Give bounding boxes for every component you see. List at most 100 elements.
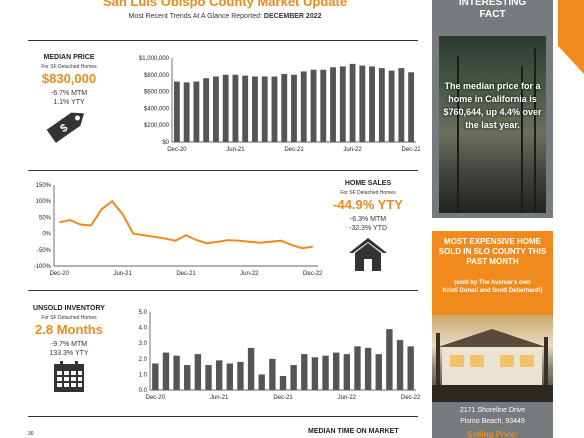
calendar-icon <box>52 360 86 399</box>
median-price-chart: $0 $200,000 $400,000 $600,000 $800,000 $1,000… <box>120 54 420 156</box>
bar <box>291 74 297 142</box>
home-sales-label: HOME SALES <box>344 180 392 187</box>
x-tick-label: Dec-21 <box>284 147 304 153</box>
bar <box>279 375 287 390</box>
bar <box>300 71 307 142</box>
median-price-ytd: 1.1% YTY <box>53 99 85 106</box>
y-tick-label: 3.0 <box>139 341 148 347</box>
x-tick-label: Dec-20 <box>146 395 166 401</box>
series-line <box>59 199 313 250</box>
bar <box>258 374 265 390</box>
subtitle-month: DECEMBER 2022 <box>263 13 322 20</box>
unsold-inventory-note: For SF Detached Homes <box>41 315 97 321</box>
page-title: San Luis Obispo County Market Update <box>102 0 348 9</box>
y-tick-label: 5.0 <box>139 310 148 316</box>
interesting-fact-panel: INTERESTING FACT The median price for a … <box>432 0 553 218</box>
house-photo <box>432 315 553 402</box>
address-line1: 2171 Shoreline Drive <box>459 407 526 414</box>
svg-text:$: $ <box>58 122 70 135</box>
bar <box>162 352 170 390</box>
divider-3 <box>28 416 418 417</box>
median-time-tick: 30 <box>28 431 34 437</box>
bar <box>215 360 223 390</box>
palm-trunk <box>521 66 523 213</box>
bar <box>396 340 404 390</box>
bar <box>193 81 200 142</box>
y-tick-label: 4.0 <box>139 326 148 332</box>
bar <box>252 76 258 142</box>
bar <box>349 63 356 142</box>
x-tick-label: Jun-22 <box>338 395 357 401</box>
home-sales-ytd: -32.3% YTD <box>349 225 387 232</box>
home-sales-chart: -100% -50% 0% 50% 100% 150% Dec-20 Jun-21 Dec-21… <box>28 180 324 280</box>
unsold-inventory-ytd: 133.3% YTY <box>49 350 89 357</box>
x-tick-label: Jun-21 <box>113 271 132 277</box>
y-tick-label: 2.0 <box>139 357 148 363</box>
y-tick-label: $200,000 <box>144 123 170 129</box>
y-tick-label: 150% <box>36 183 52 189</box>
x-tick-label: Dec-20 <box>50 271 70 277</box>
bar <box>232 74 239 142</box>
bar <box>183 82 190 142</box>
bar <box>386 329 393 390</box>
x-tick-label: Dec-21 <box>273 395 293 401</box>
x-tick-label: Dec-20 <box>167 147 187 153</box>
bar <box>152 363 159 390</box>
page-subtitle: Most Recent Trends At A Glance Reported:… <box>40 13 410 20</box>
sub-open: (sold by The Avenue's own <box>454 280 531 286</box>
fact-text: The median price for a home in Californi… <box>443 81 542 130</box>
y-tick-label: 100% <box>36 199 52 205</box>
bar <box>320 69 327 142</box>
sub-agents: Kristi Donati and Scott Debernardi) <box>442 288 543 294</box>
bar <box>322 355 329 390</box>
most-expensive-header: MOST EXPENSIVE HOME SOLD IN SLO COUNTY T… <box>432 231 553 315</box>
y-tick-label: $600,000 <box>144 90 170 96</box>
bar <box>330 67 336 142</box>
most-expensive-sub: (sold by The Avenue's own Kristi Donati … <box>438 279 547 295</box>
y-tick-label: $800,000 <box>144 73 170 79</box>
divider-2 <box>28 290 418 291</box>
bar <box>375 354 382 390</box>
unsold-inventory-mtm: -9.7% MTM <box>50 341 88 348</box>
divider-top <box>28 40 418 41</box>
y-tick-label: -100% <box>34 264 52 270</box>
bar <box>173 81 180 142</box>
x-tick-label: Dec-22 <box>401 147 420 153</box>
median-price-value: $830,000 <box>41 71 97 86</box>
bar <box>194 354 202 390</box>
y-tick-label: 1.0 <box>139 372 148 378</box>
bar <box>261 76 268 142</box>
palm-trunk <box>534 48 536 213</box>
median-price-mtm: -6.7% MTM <box>50 90 88 97</box>
bar <box>339 66 346 142</box>
y-tick-label: $400,000 <box>144 106 170 112</box>
median-price-label: MEDIAN PRICE <box>43 54 95 61</box>
home-sales-value: -44.9% YTY <box>333 197 403 212</box>
unsold-inventory-label: UNSOLD INVENTORY <box>33 305 105 312</box>
selling-price-label: Selling Price: <box>467 430 518 438</box>
bar <box>271 76 278 142</box>
most-expensive-title: MOST EXPENSIVE HOME SOLD IN SLO COUNTY T… <box>438 237 547 266</box>
bar <box>398 68 405 142</box>
y-tick-label: $1,000,000 <box>139 56 170 62</box>
x-tick-label: Jun-21 <box>210 395 229 401</box>
address-line2: Pismo Beach, 93449 <box>460 418 525 425</box>
bar <box>237 361 244 390</box>
orange-accent-shape <box>558 0 584 74</box>
home-sales-mtm: -6.3% MTM <box>349 216 387 223</box>
median-time-label: MEDIAN TIME ON MARKET <box>308 428 399 435</box>
bar <box>212 76 219 142</box>
y-tick-label: 50% <box>39 215 52 221</box>
bar <box>364 347 372 390</box>
bar <box>407 346 414 390</box>
unsold-inventory-value: 2.8 Months <box>35 322 103 337</box>
bar <box>290 365 297 390</box>
x-tick-label: Jun-22 <box>240 271 259 277</box>
x-tick-label: Jun-22 <box>343 147 362 153</box>
price-tag-icon: $ <box>40 108 92 149</box>
bar <box>310 69 317 142</box>
bar <box>203 78 210 142</box>
x-tick-label: Jun-21 <box>226 147 245 153</box>
bar <box>359 65 366 142</box>
x-tick-label: Dec-22 <box>401 395 420 401</box>
